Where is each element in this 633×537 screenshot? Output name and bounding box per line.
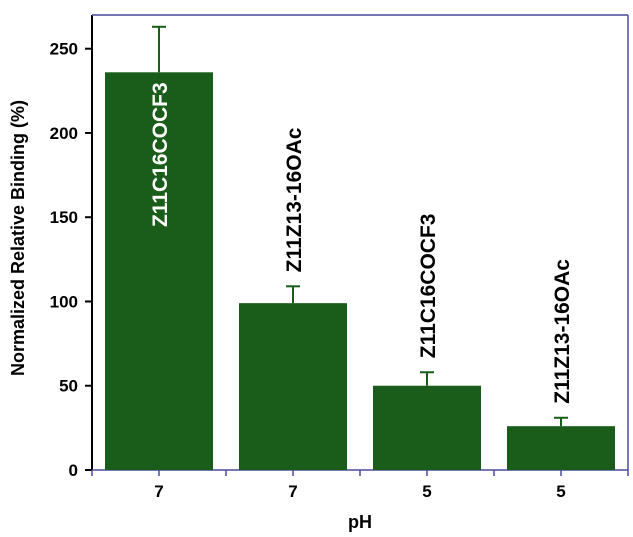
bar-label: Z11C16COCF3 — [417, 214, 440, 359]
y-axis-title: Normalized Relative Binding (%) — [8, 100, 28, 376]
x-tick-label: 7 — [288, 482, 297, 501]
x-tick-label: 5 — [422, 482, 431, 501]
bars: Z11C16COCF3 Z11Z13-16OAc Z11C16COCF3 Z11Z13… — [105, 25, 615, 470]
bar-label: Z11Z13-16OAc — [283, 127, 306, 272]
y-tick-label: 0 — [69, 461, 78, 480]
y-tick-label: 250 — [50, 40, 78, 59]
y-axis-ticks: 0 50 100 150 200 250 — [50, 40, 92, 480]
y-tick-label: 100 — [50, 292, 78, 311]
bar-label: Z11C16COCF3 — [149, 82, 172, 227]
y-tick-label: 200 — [50, 124, 78, 143]
y-tick-label: 150 — [50, 208, 78, 227]
bar — [105, 72, 213, 470]
bar — [507, 426, 615, 470]
x-axis-title: pH — [348, 512, 372, 532]
x-axis-ticks: 7 7 5 5 — [91, 470, 629, 501]
x-tick-label: 7 — [154, 482, 163, 501]
x-tick-label: 5 — [556, 482, 565, 501]
y-tick-label: 50 — [59, 377, 78, 396]
bar — [373, 385, 481, 470]
bar-label: Z11Z13-16OAc — [551, 259, 574, 404]
bar — [239, 303, 347, 470]
